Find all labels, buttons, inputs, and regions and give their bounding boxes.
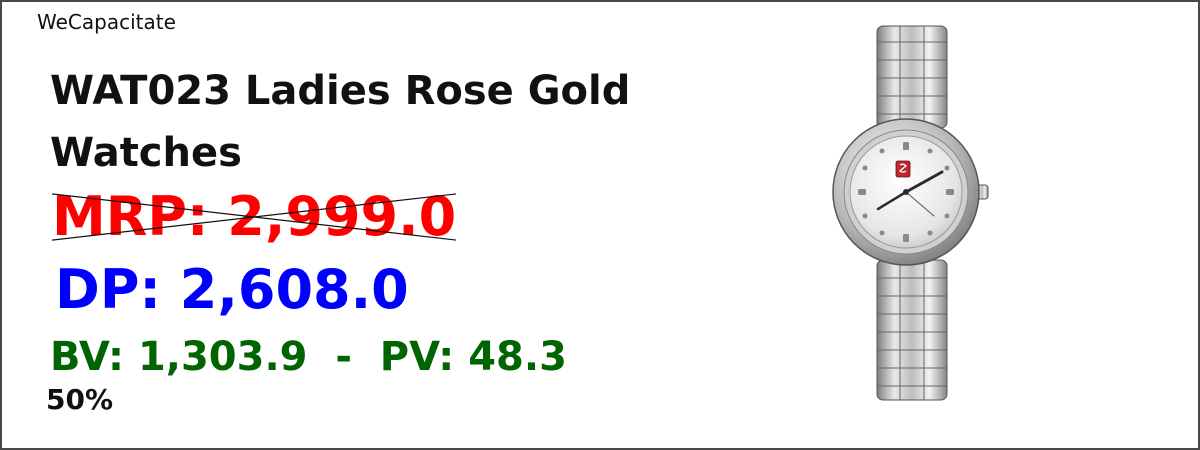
product-title: WAT023 Ladies Rose Gold Watches xyxy=(50,68,631,176)
mrp-price: MRP: 2,999.0 xyxy=(52,184,457,250)
discount-badge: 50% xyxy=(46,383,114,416)
dp-price: DP: 2,608.0 xyxy=(55,258,409,321)
bv-pv-values: BV: 1,303.9 - PV: 48.3 xyxy=(50,334,567,380)
mrp-block: MRP: 2,999.0 xyxy=(52,184,457,250)
upper-bracelet xyxy=(876,25,948,129)
lower-bracelet xyxy=(876,259,948,401)
watch-hands xyxy=(876,170,944,217)
strikethrough-cross xyxy=(52,184,456,250)
wristwatch-image xyxy=(832,25,989,401)
brand-name: WeCapacitate xyxy=(37,10,176,34)
